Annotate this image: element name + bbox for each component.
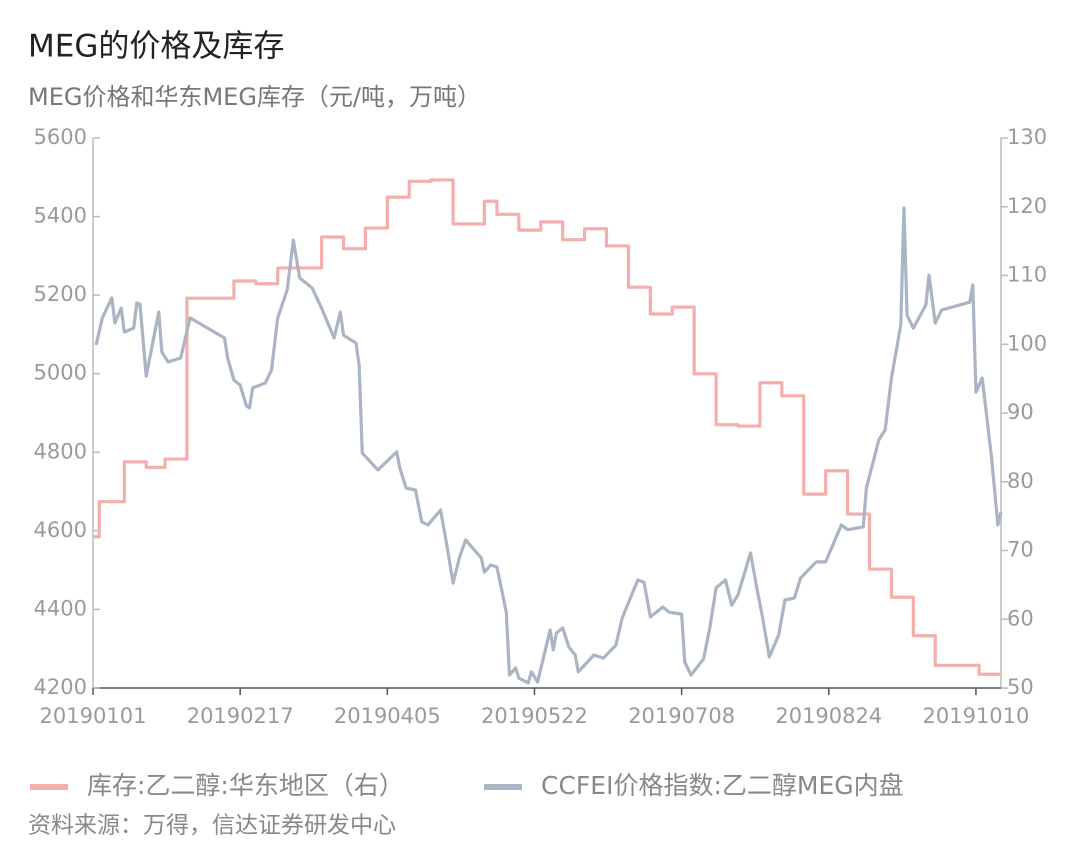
y-tick-label: 4200 (34, 675, 87, 699)
y2-tick-label: 100 (1007, 331, 1047, 355)
y-tick-label: 5400 (34, 204, 87, 228)
chart-title: MEG的价格及库存 (28, 29, 284, 65)
y2-tick-label: 70 (1007, 538, 1034, 562)
series-line (93, 178, 1001, 676)
y2-tick-label: 120 (1007, 194, 1047, 218)
x-tick-label: 20190405 (334, 704, 441, 728)
y2-tick-label: 60 (1007, 606, 1034, 630)
source-note: 资料来源：万得，信达证券研发中心 (28, 813, 396, 839)
y-tick-label: 5600 (34, 125, 87, 149)
x-tick-label: 20190824 (775, 704, 882, 728)
x-tick-label: 20190708 (628, 704, 735, 728)
y-tick-label: 4800 (34, 439, 87, 463)
x-tick-label: 20190522 (481, 704, 588, 728)
y2-tick-label: 50 (1007, 675, 1034, 699)
legend-label: 库存:乙二醇:华东地区（右） (87, 771, 404, 800)
y-tick-label: 4400 (34, 596, 87, 620)
y2-tick-label: 90 (1007, 400, 1034, 424)
legend-label: CCFEI价格指数:乙二醇MEG内盘 (541, 771, 904, 800)
y2-tick-label: 110 (1007, 263, 1047, 287)
y-tick-label: 5200 (34, 282, 87, 306)
y2-tick-label: 80 (1007, 469, 1034, 493)
x-tick-label: 20191010 (923, 704, 1030, 728)
y-tick-label: 5000 (34, 361, 87, 385)
y2-tick-label: 130 (1007, 125, 1047, 149)
x-tick-label: 20190101 (40, 704, 147, 728)
x-tick-label: 20190217 (187, 704, 294, 728)
series-line (94, 206, 1003, 685)
chart-subtitle: MEG价格和华东MEG库存（元/吨，万吨） (28, 83, 481, 111)
y-tick-label: 4600 (34, 518, 87, 542)
